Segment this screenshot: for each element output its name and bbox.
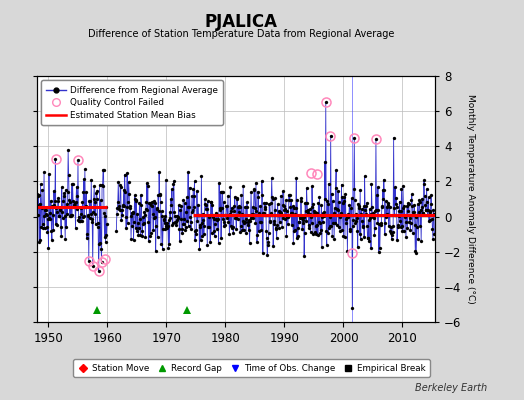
Text: Berkeley Earth: Berkeley Earth (415, 383, 487, 393)
Text: Difference of Station Temperature Data from Regional Average: Difference of Station Temperature Data f… (88, 29, 394, 39)
Legend: Station Move, Record Gap, Time of Obs. Change, Empirical Break: Station Move, Record Gap, Time of Obs. C… (73, 359, 430, 377)
Y-axis label: Monthly Temperature Anomaly Difference (°C): Monthly Temperature Anomaly Difference (… (466, 94, 475, 304)
Text: PJALICA: PJALICA (204, 13, 278, 31)
Legend: Difference from Regional Average, Quality Control Failed, Estimated Station Mean: Difference from Regional Average, Qualit… (41, 80, 223, 125)
